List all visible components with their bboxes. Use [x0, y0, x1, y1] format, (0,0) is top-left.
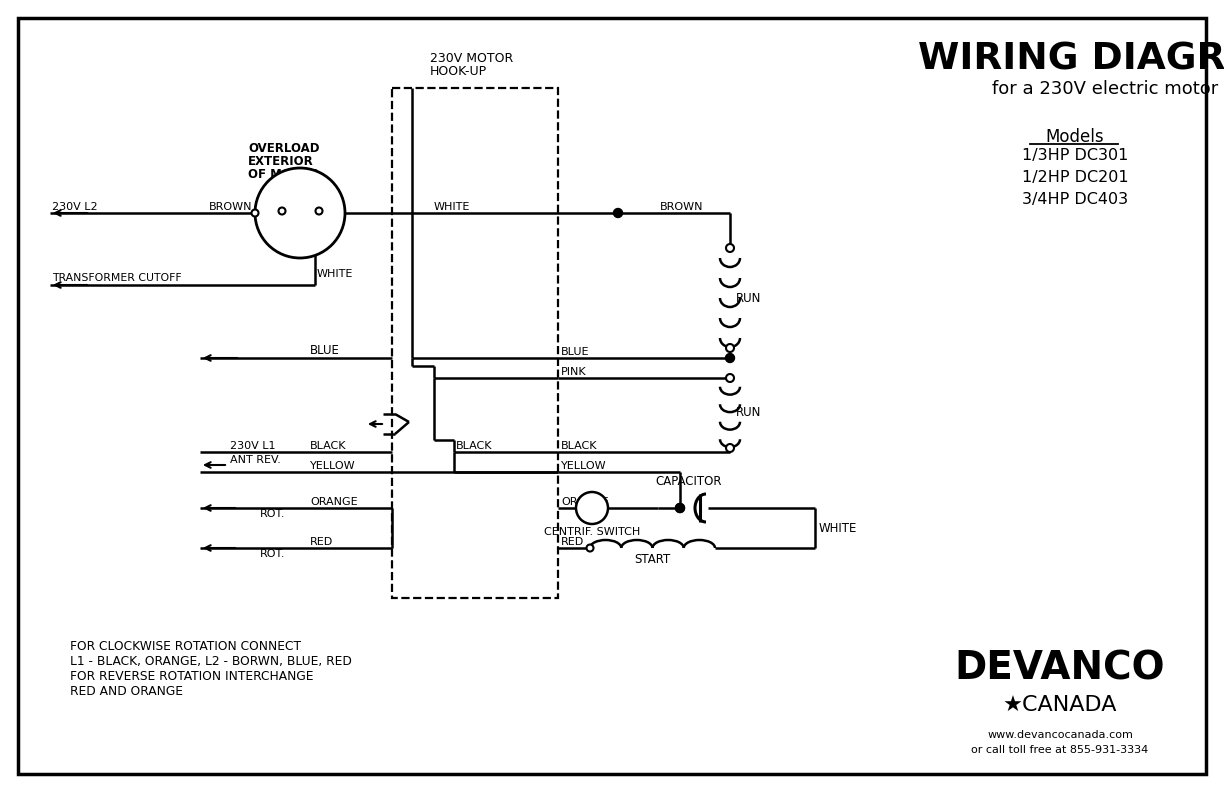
Text: RUN: RUN [736, 291, 761, 304]
Text: HOOK-UP: HOOK-UP [430, 65, 487, 78]
Text: BROWN: BROWN [660, 202, 704, 212]
Circle shape [316, 208, 322, 215]
Text: 1/2HP DC201: 1/2HP DC201 [1022, 170, 1129, 185]
Text: PINK: PINK [561, 367, 586, 377]
Text: 230V L2: 230V L2 [51, 202, 98, 212]
Text: DEVANCO: DEVANCO [955, 650, 1165, 688]
Text: BLUE: BLUE [561, 347, 590, 357]
Text: 230V L1: 230V L1 [230, 441, 275, 451]
Circle shape [726, 353, 734, 363]
Circle shape [726, 444, 734, 452]
Circle shape [726, 344, 734, 352]
Circle shape [676, 504, 684, 512]
Text: 3/4HP DC403: 3/4HP DC403 [1022, 192, 1129, 207]
Text: or call toll free at 855-931-3334: or call toll free at 855-931-3334 [972, 745, 1148, 755]
Circle shape [726, 374, 734, 382]
Text: BLUE: BLUE [310, 344, 340, 357]
Text: CAPACITOR: CAPACITOR [655, 475, 721, 488]
Text: ANT REV.: ANT REV. [230, 455, 280, 465]
Circle shape [577, 492, 608, 524]
Text: RED: RED [310, 537, 333, 547]
Circle shape [251, 210, 258, 216]
Bar [392, 88, 558, 598]
Circle shape [586, 545, 594, 551]
Text: OF MOTOR: OF MOTOR [248, 168, 319, 181]
Text: www.devancocanada.com: www.devancocanada.com [987, 730, 1133, 740]
Text: ORANGE: ORANGE [310, 497, 357, 507]
Text: FOR CLOCKWISE ROTATION CONNECT
L1 - BLACK, ORANGE, L2 - BORWN, BLUE, RED
FOR REV: FOR CLOCKWISE ROTATION CONNECT L1 - BLAC… [70, 640, 351, 698]
Text: ROT.: ROT. [259, 549, 285, 559]
Text: YELLOW: YELLOW [310, 461, 356, 471]
Text: CENTRIF. SWITCH: CENTRIF. SWITCH [543, 527, 640, 537]
Text: START: START [634, 553, 670, 566]
Text: ORANGE: ORANGE [561, 497, 608, 507]
Text: WHITE: WHITE [819, 521, 857, 535]
Text: BLACK: BLACK [457, 441, 492, 451]
Text: RUN: RUN [736, 406, 761, 420]
Text: WHITE: WHITE [433, 202, 470, 212]
Circle shape [726, 244, 734, 252]
Circle shape [676, 504, 684, 512]
Text: EXTERIOR: EXTERIOR [248, 155, 313, 168]
Text: TRANSFORMER CUTOFF: TRANSFORMER CUTOFF [51, 273, 181, 283]
Text: YELLOW: YELLOW [561, 461, 607, 471]
Circle shape [255, 168, 345, 258]
Text: 1/3HP DC301: 1/3HP DC301 [1022, 148, 1129, 163]
Text: RED: RED [561, 537, 584, 547]
Text: BLACK: BLACK [561, 441, 597, 451]
Text: for a 230V electric motor: for a 230V electric motor [991, 80, 1218, 98]
Text: WHITE: WHITE [317, 269, 354, 279]
Text: OVERLOAD: OVERLOAD [248, 142, 319, 155]
Text: ★CANADA: ★CANADA [1002, 695, 1118, 715]
Text: Models: Models [1045, 128, 1104, 146]
Text: BROWN: BROWN [208, 202, 252, 212]
Circle shape [279, 208, 285, 215]
Text: WIRING DIAGRAM: WIRING DIAGRAM [918, 42, 1224, 78]
Circle shape [613, 208, 623, 218]
Text: ROT.: ROT. [259, 509, 285, 519]
Text: BLACK: BLACK [310, 441, 346, 451]
Text: 230V MOTOR: 230V MOTOR [430, 52, 513, 65]
